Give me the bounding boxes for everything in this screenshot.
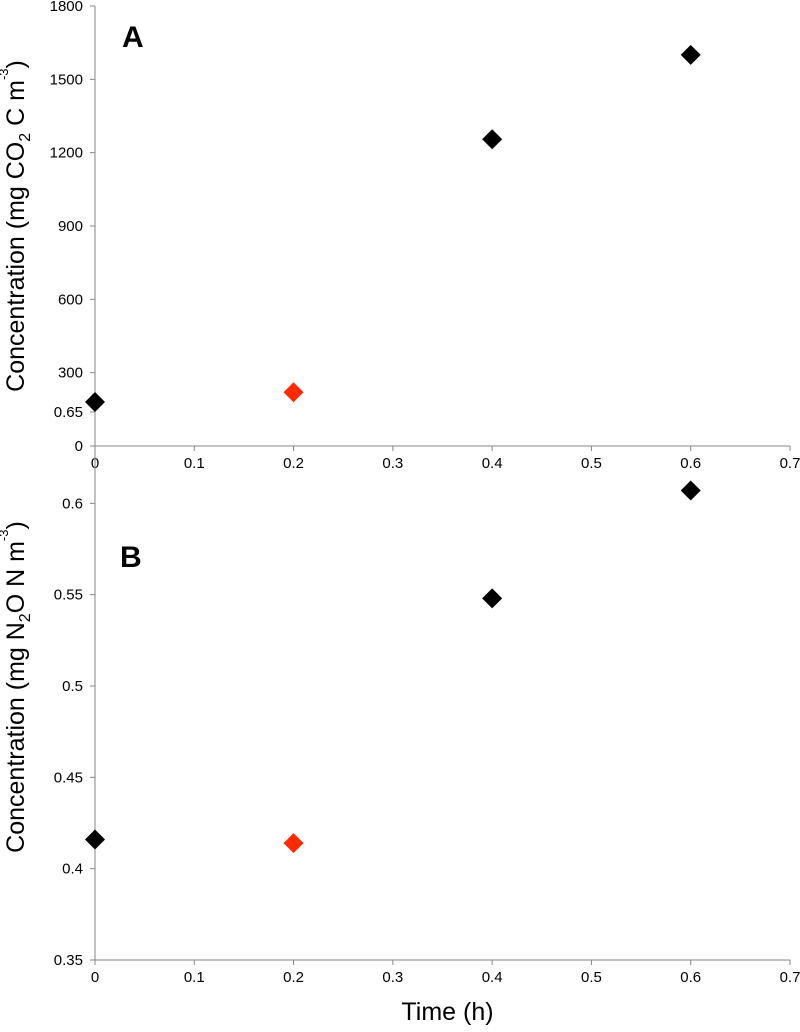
y-axis-title-part: C m	[2, 80, 30, 133]
y-axis-title-part: Concentration (mg CO	[2, 142, 30, 392]
y-tick-label: 0.4	[62, 861, 83, 878]
data-point	[680, 480, 701, 501]
x-tick-label: 0.2	[283, 455, 304, 472]
x-tick-label: 0.7	[780, 969, 800, 986]
y-tick-label: 0.6	[62, 495, 83, 512]
x-tick-label: 0.4	[482, 969, 503, 986]
x-tick-label: 0.6	[680, 969, 701, 986]
x-tick-label: 0.7	[780, 455, 800, 472]
data-point	[482, 588, 503, 609]
x-tick-label: 0.5	[581, 455, 602, 472]
y-tick-label: 0	[75, 438, 83, 455]
x-tick-label: 0.1	[184, 969, 205, 986]
y-tick-label: 0.35	[54, 952, 83, 969]
y-tick-label: 0.55	[54, 587, 83, 604]
y-axis-title: Concentration (mg CO2 C m-3)	[0, 60, 34, 392]
x-tick-label: 0.1	[184, 455, 205, 472]
x-tick-label: 0.4	[482, 455, 503, 472]
panel-label: B	[120, 541, 142, 574]
panel-label: A	[122, 21, 144, 54]
data-point	[85, 392, 105, 412]
y-axis-title-part: )	[2, 60, 30, 68]
y-tick-label: 0.65	[54, 404, 83, 421]
y-tick-label: 300	[58, 365, 83, 382]
x-tick-label: 0.3	[382, 455, 403, 472]
y-tick-label: 0.45	[54, 769, 83, 786]
x-axis-title: Time (h)	[401, 998, 493, 1026]
y-tick-label: 1200	[50, 145, 83, 162]
data-point	[85, 829, 105, 850]
data-point	[482, 129, 503, 150]
y-axis-title-part: Concentration (mg N	[2, 622, 30, 853]
y-axis-title-part: -3	[0, 68, 11, 80]
y-tick-label: 1800	[50, 0, 83, 15]
y-tick-label: 600	[58, 291, 83, 308]
y-axis-title-part: -3	[0, 529, 11, 541]
y-tick-label: 1500	[50, 71, 83, 88]
y-axis-title-part: )	[2, 521, 30, 529]
chart-panel-b: 0.35 0.4 0.45 0.5 0.55 0.6 0.65 0 0.1 0.2 0.3 0.4 0.…	[0, 404, 800, 1026]
y-axis-title-part: O N m	[2, 541, 30, 613]
y-axis-title-part: 2	[17, 613, 34, 622]
x-tick-label: 0.3	[382, 969, 403, 986]
x-tick-label: 0	[91, 969, 99, 986]
x-tick-label: 0.6	[680, 455, 701, 472]
data-point	[283, 382, 304, 403]
y-tick-label: 900	[58, 218, 83, 235]
x-tick-label: 0.2	[283, 969, 304, 986]
data-point	[283, 833, 304, 854]
data-point	[680, 44, 701, 65]
y-axis-title-part: 2	[17, 133, 34, 142]
y-axis-title: Concentration (mg N2O N m-3)	[0, 521, 34, 853]
x-tick-label: 0.5	[581, 969, 602, 986]
y-tick-label: 0.5	[62, 678, 83, 695]
